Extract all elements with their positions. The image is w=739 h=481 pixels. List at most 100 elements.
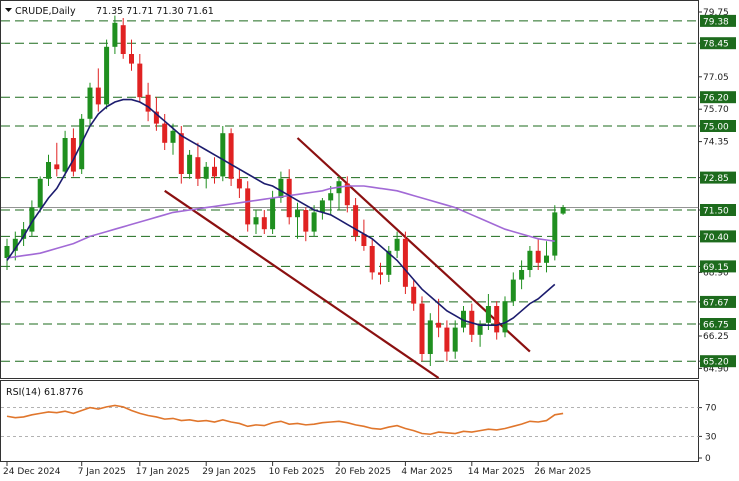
level-label: 75.00 <box>703 123 729 133</box>
candle-body <box>311 212 317 232</box>
price-tick-label: 68.90 <box>703 268 729 278</box>
level-label: 66.75 <box>703 321 729 331</box>
rsi-tick-label: 0 <box>705 454 711 464</box>
candle-body <box>402 238 408 287</box>
candle-body <box>12 238 18 251</box>
candle-body <box>544 255 549 263</box>
level-label-box <box>700 120 736 132</box>
candle-body <box>560 207 566 214</box>
candle-body <box>344 183 350 206</box>
fast-moving-average <box>6 98 556 327</box>
candle-body <box>295 210 300 218</box>
level-label: 70.40 <box>703 233 729 243</box>
rsi-panel-frame <box>0 380 699 462</box>
candle-body <box>162 123 168 143</box>
candle-body <box>378 272 383 275</box>
time-tick-label: 14 Mar 2025 <box>468 467 525 477</box>
candle-body <box>153 111 159 124</box>
level-label-box <box>700 260 736 273</box>
candle-body <box>195 157 201 179</box>
candle-body <box>502 301 508 333</box>
candle-body <box>253 217 259 225</box>
candle-body <box>4 246 10 258</box>
candle-body <box>228 133 234 179</box>
candle-body <box>21 229 27 239</box>
candle-body <box>461 310 466 328</box>
candle-body <box>62 138 68 172</box>
candle-body <box>104 46 110 105</box>
candle-body <box>87 87 93 119</box>
candle-body <box>220 133 226 177</box>
candle-body <box>519 270 525 280</box>
level-label: 67.67 <box>703 298 729 308</box>
level-label-box <box>700 295 736 308</box>
level-labels: 79.38 78.45 76.20 75.00 72.85 71.50 70.40 69.15… <box>700 14 736 368</box>
candle-body <box>137 63 143 98</box>
level-label: 71.50 <box>703 207 729 217</box>
candle-body <box>261 217 267 230</box>
candle-body <box>270 198 276 230</box>
rsi-line <box>6 404 564 436</box>
candle-body <box>319 200 325 213</box>
candle-body <box>120 25 126 54</box>
candle-body <box>303 210 309 232</box>
time-tick-label: 7 Jan 2025 <box>78 467 126 477</box>
candle-body <box>203 166 209 179</box>
candle-body <box>353 205 359 237</box>
channel-line <box>164 189 440 379</box>
candle-body <box>411 286 417 304</box>
symbol-label: CRUDE,Daily <box>15 6 76 17</box>
time-tick-label: 17 Jan 2025 <box>136 467 190 477</box>
candle-body <box>510 279 516 302</box>
candle-body <box>46 162 51 179</box>
candle-body <box>386 250 392 275</box>
candle-body <box>129 54 134 64</box>
candle-body <box>278 178 284 198</box>
level-label-box <box>700 230 736 243</box>
candle-body <box>187 154 193 174</box>
time-tick-label: 10 Feb 2025 <box>269 467 325 477</box>
candle-body <box>170 130 176 143</box>
candle-body <box>54 164 60 170</box>
candle-body <box>552 212 558 256</box>
price-tick-label: 64.90 <box>703 364 729 374</box>
candle-body <box>145 94 151 112</box>
candle-body <box>485 306 491 323</box>
chart-header: CRUDE,Daily 71.35 71.71 71.30 71.61 <box>5 6 214 17</box>
time-tick-label: 26 Mar 2025 <box>534 467 591 477</box>
time-tick-label: 29 Jan 2025 <box>202 467 256 477</box>
candle-body <box>328 193 334 201</box>
slow-moving-average <box>6 185 555 259</box>
level-label: 78.45 <box>703 40 729 50</box>
level-label-box <box>700 91 736 104</box>
candles <box>4 15 566 366</box>
ohlc-values: 71.35 71.71 71.30 71.61 <box>96 6 214 17</box>
candle-body <box>29 207 35 232</box>
candle-body <box>419 303 425 354</box>
rsi-tick-label: 30 <box>705 432 717 442</box>
channel-line <box>296 137 531 353</box>
level-label-box <box>700 355 736 368</box>
candle-body <box>527 250 533 270</box>
price-tick-label: 74.35 <box>703 138 729 148</box>
candle-body <box>477 325 483 335</box>
rsi-title: RSI(14) 61.8776 <box>6 387 83 398</box>
candle-body <box>95 87 101 105</box>
time-tick-label: 4 Mar 2025 <box>401 467 452 477</box>
moving-averages <box>6 98 556 327</box>
candle-body <box>394 238 400 251</box>
channel-lines <box>164 137 531 379</box>
level-label-box <box>700 318 736 330</box>
level-label: 76.20 <box>703 94 729 104</box>
price-tick-label: 77.05 <box>703 73 729 83</box>
candle-body <box>444 327 450 352</box>
candle-body <box>369 246 375 273</box>
level-label: 79.38 <box>703 17 729 27</box>
candle-body <box>494 306 500 333</box>
candle-body <box>112 22 118 47</box>
level-label-box <box>700 37 736 50</box>
menu-triangle-icon[interactable] <box>5 8 12 12</box>
candle-body <box>427 320 433 354</box>
candle-body <box>361 234 367 246</box>
